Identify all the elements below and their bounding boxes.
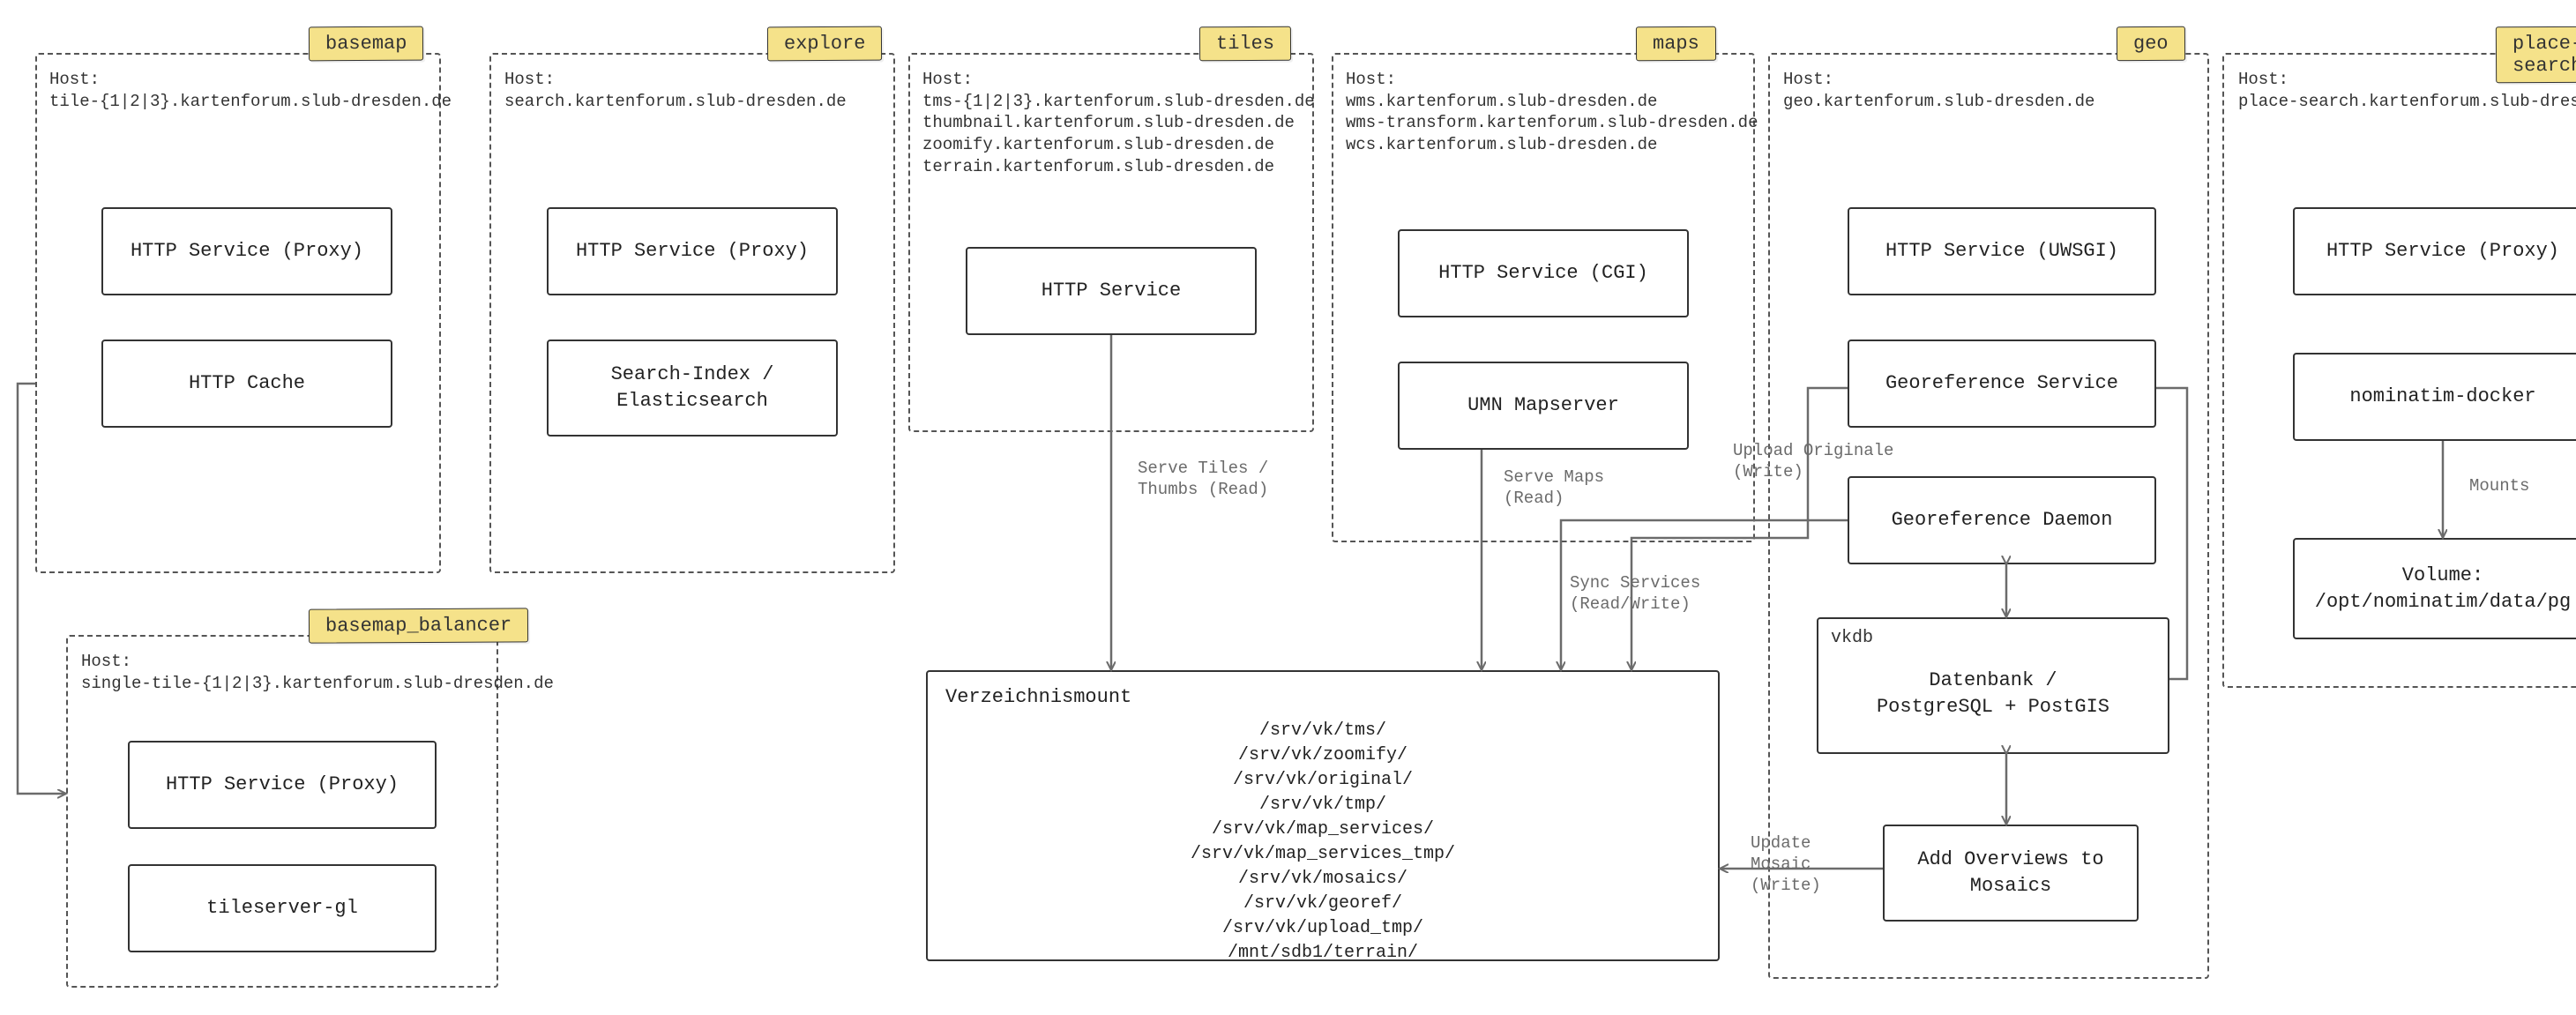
node-text: Georeference Service	[1885, 370, 2118, 397]
node-explore-es: Search-Index / Elasticsearch	[547, 340, 838, 437]
edgelabel-maps-mount: Serve Maps (Read)	[1504, 467, 1604, 510]
node-basemap-cache: HTTP Cache	[101, 340, 392, 428]
host-explore: Host: search.kartenforum.slub-dresden.de	[504, 69, 847, 112]
label-maps: maps	[1636, 26, 1716, 61]
node-text: HTTP Service (Proxy)	[2326, 238, 2559, 265]
mount-title: Verzeichnismount	[945, 686, 1700, 708]
node-geo-svc: Georeference Service	[1848, 340, 2156, 428]
node-ps-nom: nominatim-docker	[2293, 353, 2576, 441]
label-place-search: place-search	[2496, 26, 2576, 84]
node-bb-http: HTTP Service (Proxy)	[128, 741, 437, 829]
node-text: HTTP Service (Proxy)	[166, 772, 399, 798]
label-tiles: tiles	[1199, 26, 1291, 62]
node-text: Volume: /opt/nominatim/data/pg	[2315, 563, 2571, 615]
container-explore	[489, 53, 895, 573]
label-basemap-balancer: basemap_balancer	[309, 608, 528, 643]
edgelabel-svc-mount: Upload Originale (Write)	[1733, 441, 1893, 483]
node-basemap-http: HTTP Service (Proxy)	[101, 207, 392, 295]
node-text: HTTP Service (UWSGI)	[1885, 238, 2118, 265]
node-text: HTTP Service (CGI)	[1438, 260, 1648, 287]
node-text: HTTP Service (Proxy)	[131, 238, 363, 265]
node-text: UMN Mapserver	[1467, 392, 1619, 419]
label-explore: explore	[767, 26, 883, 62]
node-mount: Verzeichnismount /srv/vk/tms/ /srv/vk/zo…	[926, 670, 1720, 961]
host-basemap: Host: tile-{1|2|3}.kartenforum.slub-dres…	[49, 69, 452, 112]
node-text: Search-Index / Elasticsearch	[611, 362, 774, 414]
node-geo-over: Add Overviews to Mosaics	[1883, 825, 2139, 922]
label-basemap: basemap	[309, 26, 424, 62]
node-geo-db: vkdb Datenbank / PostgreSQL + PostGIS	[1817, 617, 2169, 754]
node-text: nominatim-docker	[2349, 384, 2535, 410]
node-ps-vol: Volume: /opt/nominatim/data/pg	[2293, 538, 2576, 639]
node-db-title: vkdb	[1831, 626, 1873, 650]
node-explore-http: HTTP Service (Proxy)	[547, 207, 838, 295]
node-geo-http: HTTP Service (UWSGI)	[1848, 207, 2156, 295]
mount-paths: /srv/vk/tms/ /srv/vk/zoomify/ /srv/vk/or…	[945, 719, 1700, 966]
edgelabel-over-mount: Update Mosaic (Write)	[1751, 833, 1821, 896]
node-maps-http: HTTP Service (CGI)	[1398, 229, 1689, 317]
host-basemap-balancer: Host: single-tile-{1|2|3}.kartenforum.sl…	[81, 651, 554, 694]
host-geo: Host: geo.kartenforum.slub-dresden.de	[1783, 69, 2094, 112]
node-text: tileserver-gl	[206, 895, 358, 922]
container-basemap	[35, 53, 441, 573]
node-bb-tileserver: tileserver-gl	[128, 864, 437, 952]
edgelabel-tiles-mount: Serve Tiles / Thumbs (Read)	[1138, 459, 1268, 501]
node-ps-http: HTTP Service (Proxy)	[2293, 207, 2576, 295]
edgelabel-daemon-mount: Sync Services (Read/Write)	[1570, 573, 1700, 616]
node-text: Datenbank / PostgreSQL + PostGIS	[1877, 668, 2109, 720]
node-text: Georeference Daemon	[1892, 507, 2113, 534]
edgelabel-ps-mount: Mounts	[2469, 476, 2529, 497]
node-text: HTTP Service (Proxy)	[576, 238, 809, 265]
node-text: HTTP Cache	[189, 370, 305, 397]
node-tiles-http: HTTP Service	[966, 247, 1257, 335]
node-geo-daemon: Georeference Daemon	[1848, 476, 2156, 564]
host-maps: Host: wms.kartenforum.slub-dresden.de wm…	[1346, 69, 1758, 156]
label-geo: geo	[2117, 26, 2185, 61]
node-text: Add Overviews to Mosaics	[1917, 847, 2103, 899]
host-tiles: Host: tms-{1|2|3}.kartenforum.slub-dresd…	[922, 69, 1315, 177]
node-maps-umn: UMN Mapserver	[1398, 362, 1689, 450]
node-text: HTTP Service	[1042, 278, 1181, 304]
